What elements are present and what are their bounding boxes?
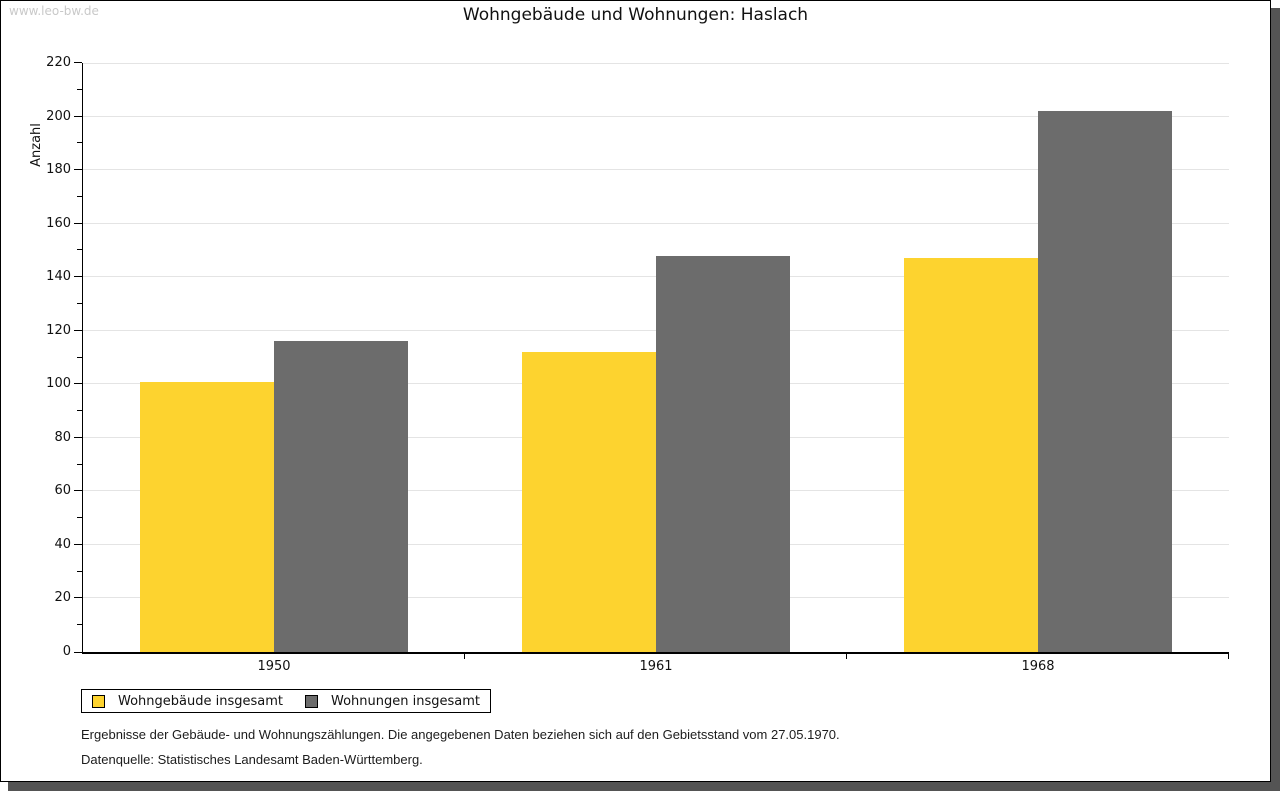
y-axis-spine <box>82 63 83 654</box>
xtick-label-1961: 1961 <box>639 659 673 674</box>
y-minor-tick-210 <box>77 88 82 90</box>
y-minor-tick-70 <box>77 463 82 465</box>
y-major-tick-0 <box>74 652 82 653</box>
ytick-label-180: 180 <box>46 162 71 178</box>
bar-wohnungen-1961 <box>656 256 790 652</box>
ytick-label-60: 60 <box>54 483 71 499</box>
legend-entry-wohnungen: Wohnungen insgesamt <box>305 694 480 709</box>
ytick-label-20: 20 <box>54 590 71 606</box>
gridline-180 <box>83 169 1229 171</box>
legend-swatch-yellow <box>92 694 105 708</box>
legend-swatch-gray <box>305 694 318 708</box>
bar-wohngebäude-1961 <box>522 352 656 652</box>
x-boundary-tick-1 <box>464 654 465 659</box>
xtick-label-1968: 1968 <box>1021 659 1055 674</box>
chart-title: Wohngebäude und Wohnungen: Haslach <box>462 5 809 25</box>
y-major-tick-60 <box>74 490 82 492</box>
bar-wohngebäude-1950 <box>140 382 274 652</box>
y-minor-tick-10 <box>77 624 82 626</box>
y-major-tick-180 <box>74 169 82 171</box>
y-minor-tick-30 <box>77 570 82 572</box>
y-minor-tick-50 <box>77 517 82 519</box>
y-major-tick-220 <box>74 62 82 63</box>
x-boundary-tick-3 <box>1228 654 1229 659</box>
ytick-label-80: 80 <box>54 429 71 445</box>
legend-box: Wohngebäude insgesamt Wohnungen insgesam… <box>81 689 491 713</box>
footnote-line-2: Datenquelle: Statistisches Landesamt Bad… <box>81 752 423 767</box>
y-minor-tick-110 <box>77 356 82 358</box>
drop-shadow-bottom <box>8 782 1280 791</box>
y-major-tick-20 <box>74 597 82 599</box>
ytick-label-140: 140 <box>46 269 71 285</box>
bar-wohnungen-1950 <box>274 341 408 652</box>
footnote-line-1: Ergebnisse der Gebäude- und Wohnungszähl… <box>81 727 840 742</box>
xtick-label-1950: 1950 <box>257 659 291 674</box>
legend-label: Wohnungen insgesamt <box>331 693 480 709</box>
y-major-tick-80 <box>74 436 82 438</box>
ytick-label-160: 160 <box>46 215 71 231</box>
y-minor-tick-190 <box>77 142 82 144</box>
ytick-label-100: 100 <box>46 376 71 392</box>
y-major-tick-140 <box>74 276 82 278</box>
legend-label: Wohngebäude insgesamt <box>118 693 283 709</box>
legend-entry-wohngebaeude: Wohngebäude insgesamt <box>92 694 283 709</box>
plot-area: Anzahl 0 20 40 60 80 100 120 140 160 180 200 220 195… <box>29 55 1229 674</box>
gridline-200 <box>83 115 1229 117</box>
drop-shadow-right <box>1271 8 1280 791</box>
watermark: www.leo-bw.de <box>9 4 99 18</box>
ytick-label-200: 200 <box>46 108 71 124</box>
ytick-label-40: 40 <box>54 536 71 552</box>
y-major-tick-40 <box>74 543 82 545</box>
x-axis-spine <box>82 652 1229 654</box>
y-major-tick-120 <box>74 329 82 331</box>
x-boundary-tick-2 <box>846 654 847 659</box>
ytick-label-0: 0 <box>62 644 71 659</box>
gridline-220 <box>83 63 1229 64</box>
y-minor-tick-170 <box>77 195 82 197</box>
y-minor-tick-150 <box>77 249 82 251</box>
bar-wohngebäude-1968 <box>904 258 1038 652</box>
y-major-tick-160 <box>74 222 82 224</box>
y-minor-tick-130 <box>77 302 82 304</box>
gridline-160 <box>83 222 1229 224</box>
ytick-label-120: 120 <box>46 322 71 338</box>
y-major-tick-200 <box>74 115 82 117</box>
y-minor-tick-90 <box>77 410 82 412</box>
ytick-label-220: 220 <box>46 55 71 70</box>
y-major-tick-100 <box>74 383 82 385</box>
bar-wohnungen-1968 <box>1038 111 1172 652</box>
